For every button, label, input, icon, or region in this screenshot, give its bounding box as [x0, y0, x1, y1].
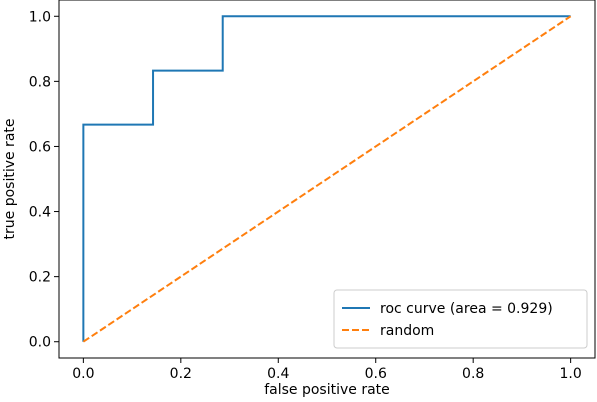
x-tick-label: 0.4	[267, 366, 289, 382]
x-tick-label: 0.0	[72, 366, 94, 382]
x-tick-label: 1.0	[560, 366, 582, 382]
y-tick-label: 0.2	[29, 270, 51, 286]
y-axis-ticks: 0.0 0.2 0.4 0.6 0.8 1.0	[29, 9, 59, 351]
x-tick-label: 0.6	[365, 366, 387, 382]
x-tick-label: 0.2	[170, 366, 192, 382]
y-tick-label: 0.6	[29, 139, 51, 155]
legend-box	[333, 289, 588, 349]
y-tick-label: 0.0	[29, 335, 51, 351]
series-line-1	[82, 15, 572, 343]
x-axis-label: false positive rate	[264, 382, 390, 398]
x-tick-label: 0.8	[462, 366, 484, 382]
series-line-0	[82, 15, 571, 342]
legend: roc curve (area = 0.929) random	[333, 289, 588, 349]
legend-label-1: random	[380, 323, 434, 339]
y-axis-label: true positive rate	[2, 119, 18, 240]
plot-frame	[58, 0, 596, 359]
y-tick-label: 0.4	[29, 205, 51, 221]
legend-label-0: roc curve (area = 0.929)	[380, 301, 553, 317]
x-axis-ticks: 0.0 0.2 0.4 0.6 0.8 1.0	[72, 358, 582, 382]
y-tick-label: 1.0	[29, 9, 51, 25]
y-tick-label: 0.8	[29, 74, 51, 90]
series-lines	[82, 15, 572, 343]
